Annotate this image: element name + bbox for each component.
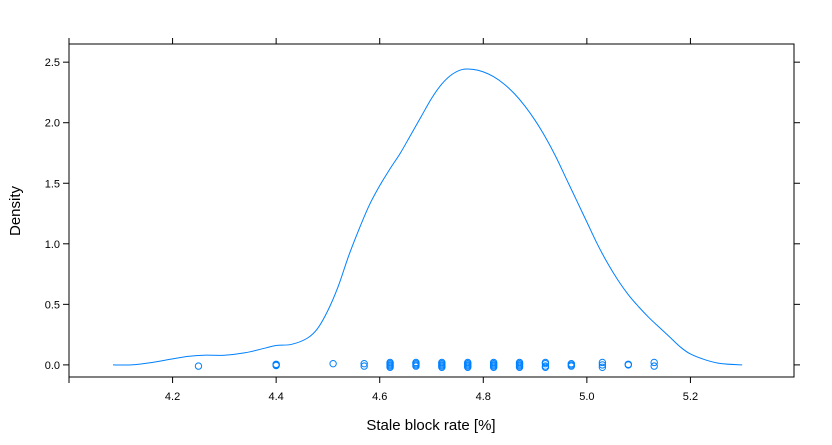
y-ticks-right bbox=[794, 61, 800, 366]
rug-point bbox=[194, 362, 203, 370]
rug-point bbox=[360, 362, 368, 370]
rug-point bbox=[412, 362, 420, 370]
rug-point bbox=[598, 361, 607, 369]
y-ticks-left bbox=[63, 61, 69, 366]
rug-point bbox=[650, 358, 658, 367]
rug-point bbox=[650, 362, 658, 370]
rug-point bbox=[624, 360, 632, 368]
x-tick-label: 5.0 bbox=[579, 391, 594, 403]
y-tick-labels: 0.0 0.5 1.0 1.5 2.0 2.5 bbox=[45, 57, 60, 372]
rug-point bbox=[438, 363, 446, 372]
rug-point bbox=[489, 363, 498, 372]
density-curve bbox=[113, 68, 743, 366]
x-ticks-top bbox=[68, 38, 691, 44]
y-tick-label: 1.5 bbox=[45, 178, 60, 190]
rug-points bbox=[194, 358, 658, 372]
x-tick-labels: 4.2 4.4 4.6 4.8 5.0 5.2 bbox=[165, 391, 698, 403]
x-ticks-bottom bbox=[68, 377, 691, 383]
y-tick-label: 2.0 bbox=[45, 118, 60, 130]
rug-point bbox=[541, 359, 550, 368]
rug-point bbox=[360, 359, 368, 368]
rug-point bbox=[272, 361, 280, 370]
x-tick-label: 4.6 bbox=[372, 391, 387, 403]
y-tick-label: 2.5 bbox=[45, 57, 60, 69]
y-axis-title: Density bbox=[7, 185, 24, 236]
y-tick-label: 0.5 bbox=[45, 299, 60, 311]
rug-point bbox=[541, 363, 550, 372]
rug-point bbox=[386, 363, 394, 372]
y-tick-label: 1.0 bbox=[45, 239, 60, 251]
rug-point bbox=[515, 363, 524, 372]
y-tick-label: 0.0 bbox=[45, 360, 60, 372]
rug-point bbox=[567, 362, 576, 370]
rug-point bbox=[598, 358, 607, 367]
rug-point bbox=[329, 359, 337, 368]
rug-point bbox=[598, 363, 607, 372]
x-tick-label: 4.4 bbox=[268, 391, 283, 403]
rug-point bbox=[464, 363, 472, 372]
x-axis-title: Stale block rate [%] bbox=[366, 417, 495, 434]
plot-frame bbox=[68, 43, 795, 378]
x-tick-label: 4.8 bbox=[476, 391, 491, 403]
x-tick-label: 5.2 bbox=[683, 391, 698, 403]
x-tick-label: 4.2 bbox=[165, 391, 180, 403]
